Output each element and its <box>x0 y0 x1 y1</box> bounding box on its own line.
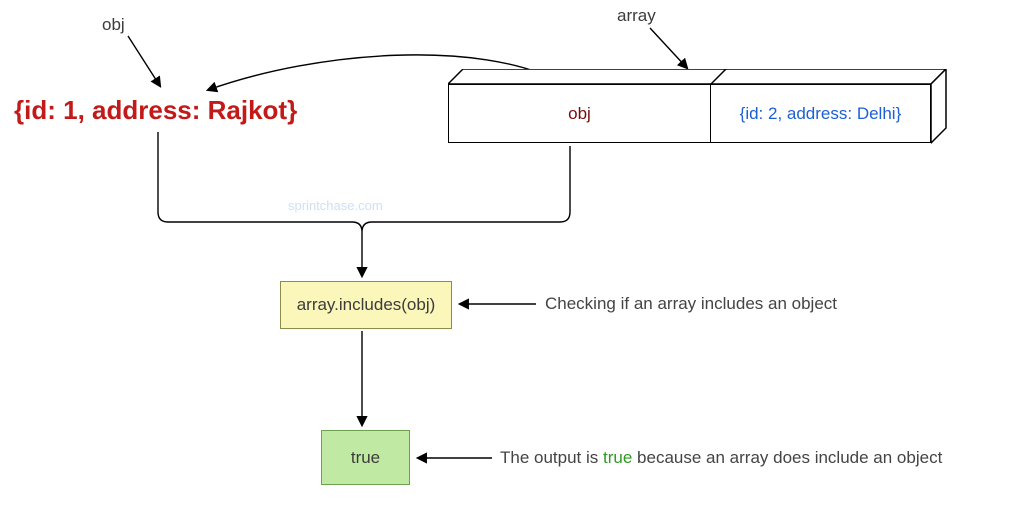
watermark: sprintchase.com <box>288 198 383 213</box>
annot-check: Checking if an array includes an object <box>545 294 837 314</box>
annot-result-prefix: The output is <box>500 448 603 467</box>
annot-result: The output is true because an array does… <box>500 448 942 468</box>
obj-literal: {id: 1, address: Rajkot} <box>14 95 297 126</box>
array-label: array <box>617 6 656 26</box>
method-box: array.includes(obj) <box>280 281 452 329</box>
annot-result-true: true <box>603 448 632 467</box>
result-box: true <box>321 430 410 485</box>
arrow-obj-to-literal <box>128 36 160 86</box>
array-cell-literal: {id: 2, address: Delhi} <box>711 85 930 142</box>
array-3d: obj {id: 2, address: Delhi} <box>448 69 946 143</box>
arrow-array-to-box <box>650 28 687 68</box>
merge-bracket <box>158 212 570 232</box>
array-cell-obj-ref: obj <box>449 85 711 142</box>
obj-label: obj <box>102 15 125 35</box>
annot-result-suffix: because an array does include an object <box>632 448 942 467</box>
